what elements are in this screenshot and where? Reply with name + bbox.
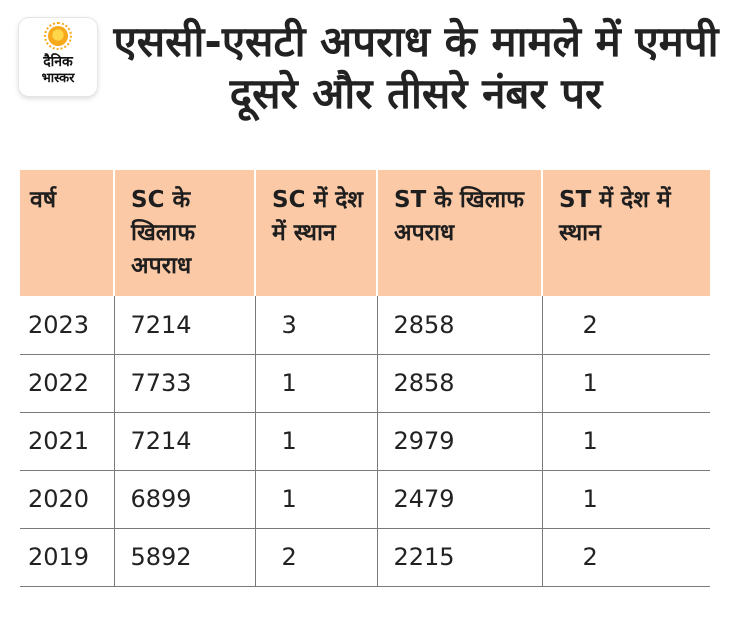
cell-sc-rank: 1 [254, 470, 377, 529]
header-year: वर्ष [20, 170, 114, 296]
dainik-bhaskar-logo: दैनिक भास्कर [19, 18, 97, 96]
cell-sc-rank: 1 [254, 412, 377, 471]
cell-sc-rank: 2 [254, 528, 377, 587]
header-sc-crimes: SC के खिलाफ अपराध [113, 170, 255, 296]
cell-year: 2019 [20, 528, 114, 587]
cell-sc-crimes: 7214 [113, 412, 255, 471]
cell-st-crimes: 2979 [376, 412, 542, 471]
cell-year: 2021 [20, 412, 114, 471]
header-st-crimes: ST के खिलाफ अपराध [376, 170, 542, 296]
cell-st-rank: 1 [541, 354, 710, 413]
cell-year: 2023 [20, 296, 114, 355]
cell-st-rank: 2 [541, 296, 710, 355]
header-st-rank: ST में देश में स्थान [541, 170, 710, 296]
table-row: 2019 5892 2 2215 2 [20, 528, 710, 587]
table-row: 2023 7214 3 2858 2 [20, 296, 710, 355]
cell-st-rank: 2 [541, 528, 710, 587]
table-row: 2022 7733 1 2858 1 [20, 354, 710, 413]
cell-sc-crimes: 7214 [113, 296, 255, 355]
headline: एससी-एसटी अपराध के मामले में एमपी दूसरे … [113, 17, 719, 118]
cell-sc-rank: 3 [254, 296, 377, 355]
cell-st-rank: 1 [541, 412, 710, 471]
crime-stats-table: वर्ष SC के खिलाफ अपराध SC में देश में स्… [20, 170, 710, 587]
cell-st-crimes: 2479 [376, 470, 542, 529]
table-row: 2021 7214 1 2979 1 [20, 412, 710, 471]
cell-sc-crimes: 7733 [113, 354, 255, 413]
cell-sc-crimes: 6899 [113, 470, 255, 529]
cell-st-rank: 1 [541, 470, 710, 529]
logo-line-2: भास्कर [41, 71, 75, 86]
cell-year: 2020 [20, 470, 114, 529]
sun-icon [44, 22, 72, 50]
cell-st-crimes: 2858 [376, 296, 542, 355]
table-row: 2020 6899 1 2479 1 [20, 470, 710, 529]
header-sc-rank: SC में देश में स्थान [254, 170, 377, 296]
cell-year: 2022 [20, 354, 114, 413]
cell-sc-crimes: 5892 [113, 528, 255, 587]
cell-sc-rank: 1 [254, 354, 377, 413]
table-header-row: वर्ष SC के खिलाफ अपराध SC में देश में स्… [20, 170, 710, 296]
cell-st-crimes: 2215 [376, 528, 542, 587]
cell-st-crimes: 2858 [376, 354, 542, 413]
logo-line-1: दैनिक [43, 54, 73, 70]
